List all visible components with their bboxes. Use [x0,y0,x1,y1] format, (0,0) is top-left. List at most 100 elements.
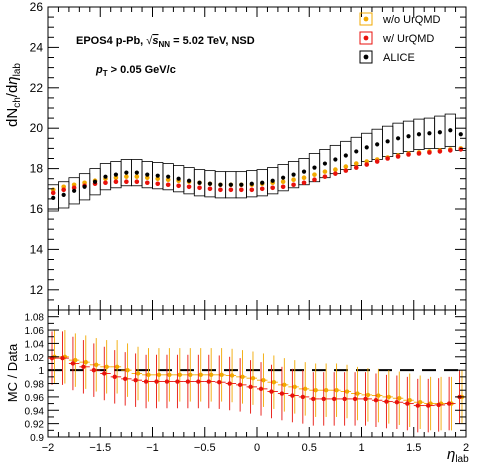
legend-label-alice: ALICE [383,52,415,64]
ratio-y-tick-label: 1.08 [25,313,45,324]
alice-point [458,132,463,137]
alice-point [448,128,453,133]
w-urqmd-ratio-point [237,382,243,388]
ratio-y-ticks: 0.9 0.92 0.94 0.96 0.98 1 1.02 1.04 1.06 1.08 [25,309,466,444]
wo-urqmd-ratio-point [313,388,318,393]
wo-urqmd-ratio-point [198,372,203,378]
annotation-t-sub: T [103,69,108,78]
legend-marker-alice [363,54,369,60]
alice-point [82,184,87,189]
w-urqmd-ratio-point [269,389,274,394]
legend-box-wo [359,12,373,26]
annotation-cut: > 0.05 GeV/c [108,64,176,76]
wo-urqmd-point [291,177,296,183]
w-urqmd-ratio-point [300,394,306,400]
wo-urqmd-point [353,161,359,166]
w-urqmd-ratio-point [342,396,347,402]
w-urqmd-ratio-point [258,386,264,392]
wo-urqmd-ratio-point [303,386,308,392]
wo-urqmd-ratio-point [156,372,162,378]
w-urqmd-point [165,182,171,188]
annotation-energy: = 5.02 TeV, NSD [170,35,255,47]
w-urqmd-ratio-point [426,403,431,408]
w-urqmd-ratio-point [290,393,295,398]
wo-urqmd-ratio-point [114,364,120,370]
w-urqmd-ratio-point [331,396,337,402]
w-urqmd-ratio-point [60,355,65,361]
ratio-x-ticks: −2 −1.5 −1 −0.5 0 0.5 1 1.5 2 [42,310,469,454]
alice-point [218,182,223,187]
w-urqmd-ratio-point [175,379,180,384]
alice-point [333,157,338,162]
w-urqmd-point [239,187,244,193]
w-urqmd-point [427,150,432,155]
wo-urqmd-ratio-point [94,362,99,368]
x-tick-label: 0.5 [302,442,317,454]
w-urqmd-ratio-point [164,379,170,384]
alice-point [427,131,432,136]
w-urqmd-point [103,180,108,186]
w-urqmd-ratio-point [436,402,441,408]
alice-point [364,145,369,150]
wo-urqmd-point [280,179,286,185]
wo-urqmd-point [322,169,328,174]
legend-box-w [359,31,373,45]
alice-point [281,175,286,180]
w-urqmd-point [395,154,401,159]
w-urqmd-ratio-point [70,361,76,366]
sqrt-s: s [152,35,158,47]
wo-urqmd-ratio-point [73,357,78,363]
w-urqmd-ratio-point [363,396,368,402]
alice-point [155,173,160,178]
alice-point [134,170,139,175]
legend-label-wo: w/o UrQMD [382,14,441,26]
w-urqmd-ratio-point [373,398,379,403]
wo-urqmd-ratio-point [104,364,109,370]
top-y-tick-label: 22 [30,81,44,95]
wo-urqmd-ratio-point [344,389,350,394]
x-tick-label: 1 [358,442,364,454]
legend-box-alice [359,50,373,64]
w-urqmd-point [301,180,307,186]
w-urqmd-ratio-point [206,379,211,384]
top-data-points [50,128,464,200]
alice-point [239,182,244,187]
top-y-tick-label: 14 [30,242,44,256]
sqrt-nn-sub: NN [158,40,170,49]
wo-urqmd-ratio-point [323,388,329,393]
w-urqmd-point [458,147,464,152]
wo-urqmd-ratio-point [219,372,224,378]
annotation-p: p [95,64,103,76]
ylabel-d: /d [4,85,21,98]
alice-point [72,188,77,193]
w-urqmd-point [176,183,181,189]
wo-urqmd-ratio-point [282,382,287,388]
w-urqmd-ratio-point [248,384,253,390]
wo-urqmd-ratio-point [229,373,235,378]
w-urqmd-point [186,184,192,190]
ratio-y-tick-label: 0.96 [25,393,45,404]
w-urqmd-point [343,168,349,173]
w-urqmd-point [144,180,150,186]
wo-urqmd-ratio-point [417,400,423,405]
wo-urqmd-ratio-point [271,379,277,385]
wo-urqmd-point [144,175,150,180]
legend-marker-w [363,35,369,41]
w-urqmd-point [50,190,56,196]
w-urqmd-ratio-point [81,364,86,370]
alice-point [103,174,108,179]
w-urqmd-ratio-point [352,396,358,402]
alice-point [291,172,296,177]
alice-point [124,170,129,175]
wo-urqmd-ratio-point [240,374,245,380]
wo-urqmd-ratio-point [135,371,141,376]
w-urqmd-point [406,152,411,157]
alice-point [145,172,150,177]
alice-point [343,153,348,158]
top-x-ticks [47,7,467,310]
wo-urqmd-ratio-point [386,394,392,400]
wo-urqmd-point [124,174,129,179]
x-tick-label: −0.5 [194,442,216,454]
x-tick-label: 2 [463,442,469,454]
